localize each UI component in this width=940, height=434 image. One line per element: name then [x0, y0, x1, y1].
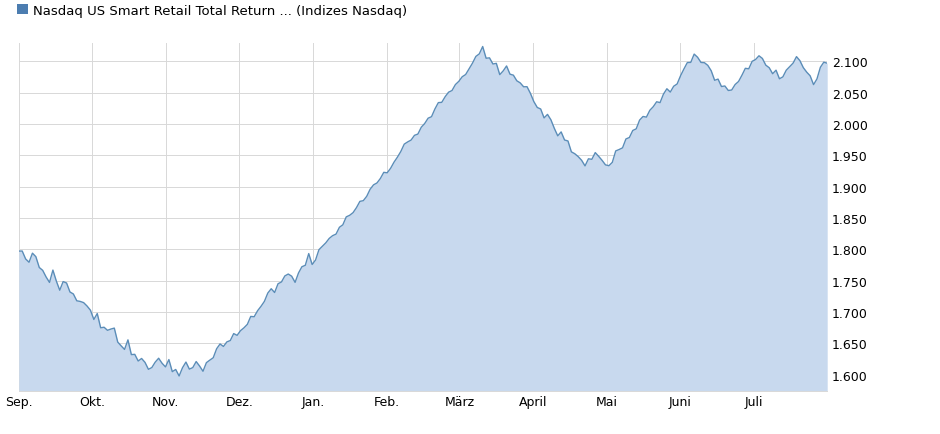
Legend: Nasdaq US Smart Retail Total Return ... (Indizes Nasdaq): Nasdaq US Smart Retail Total Return ... … [17, 5, 407, 18]
